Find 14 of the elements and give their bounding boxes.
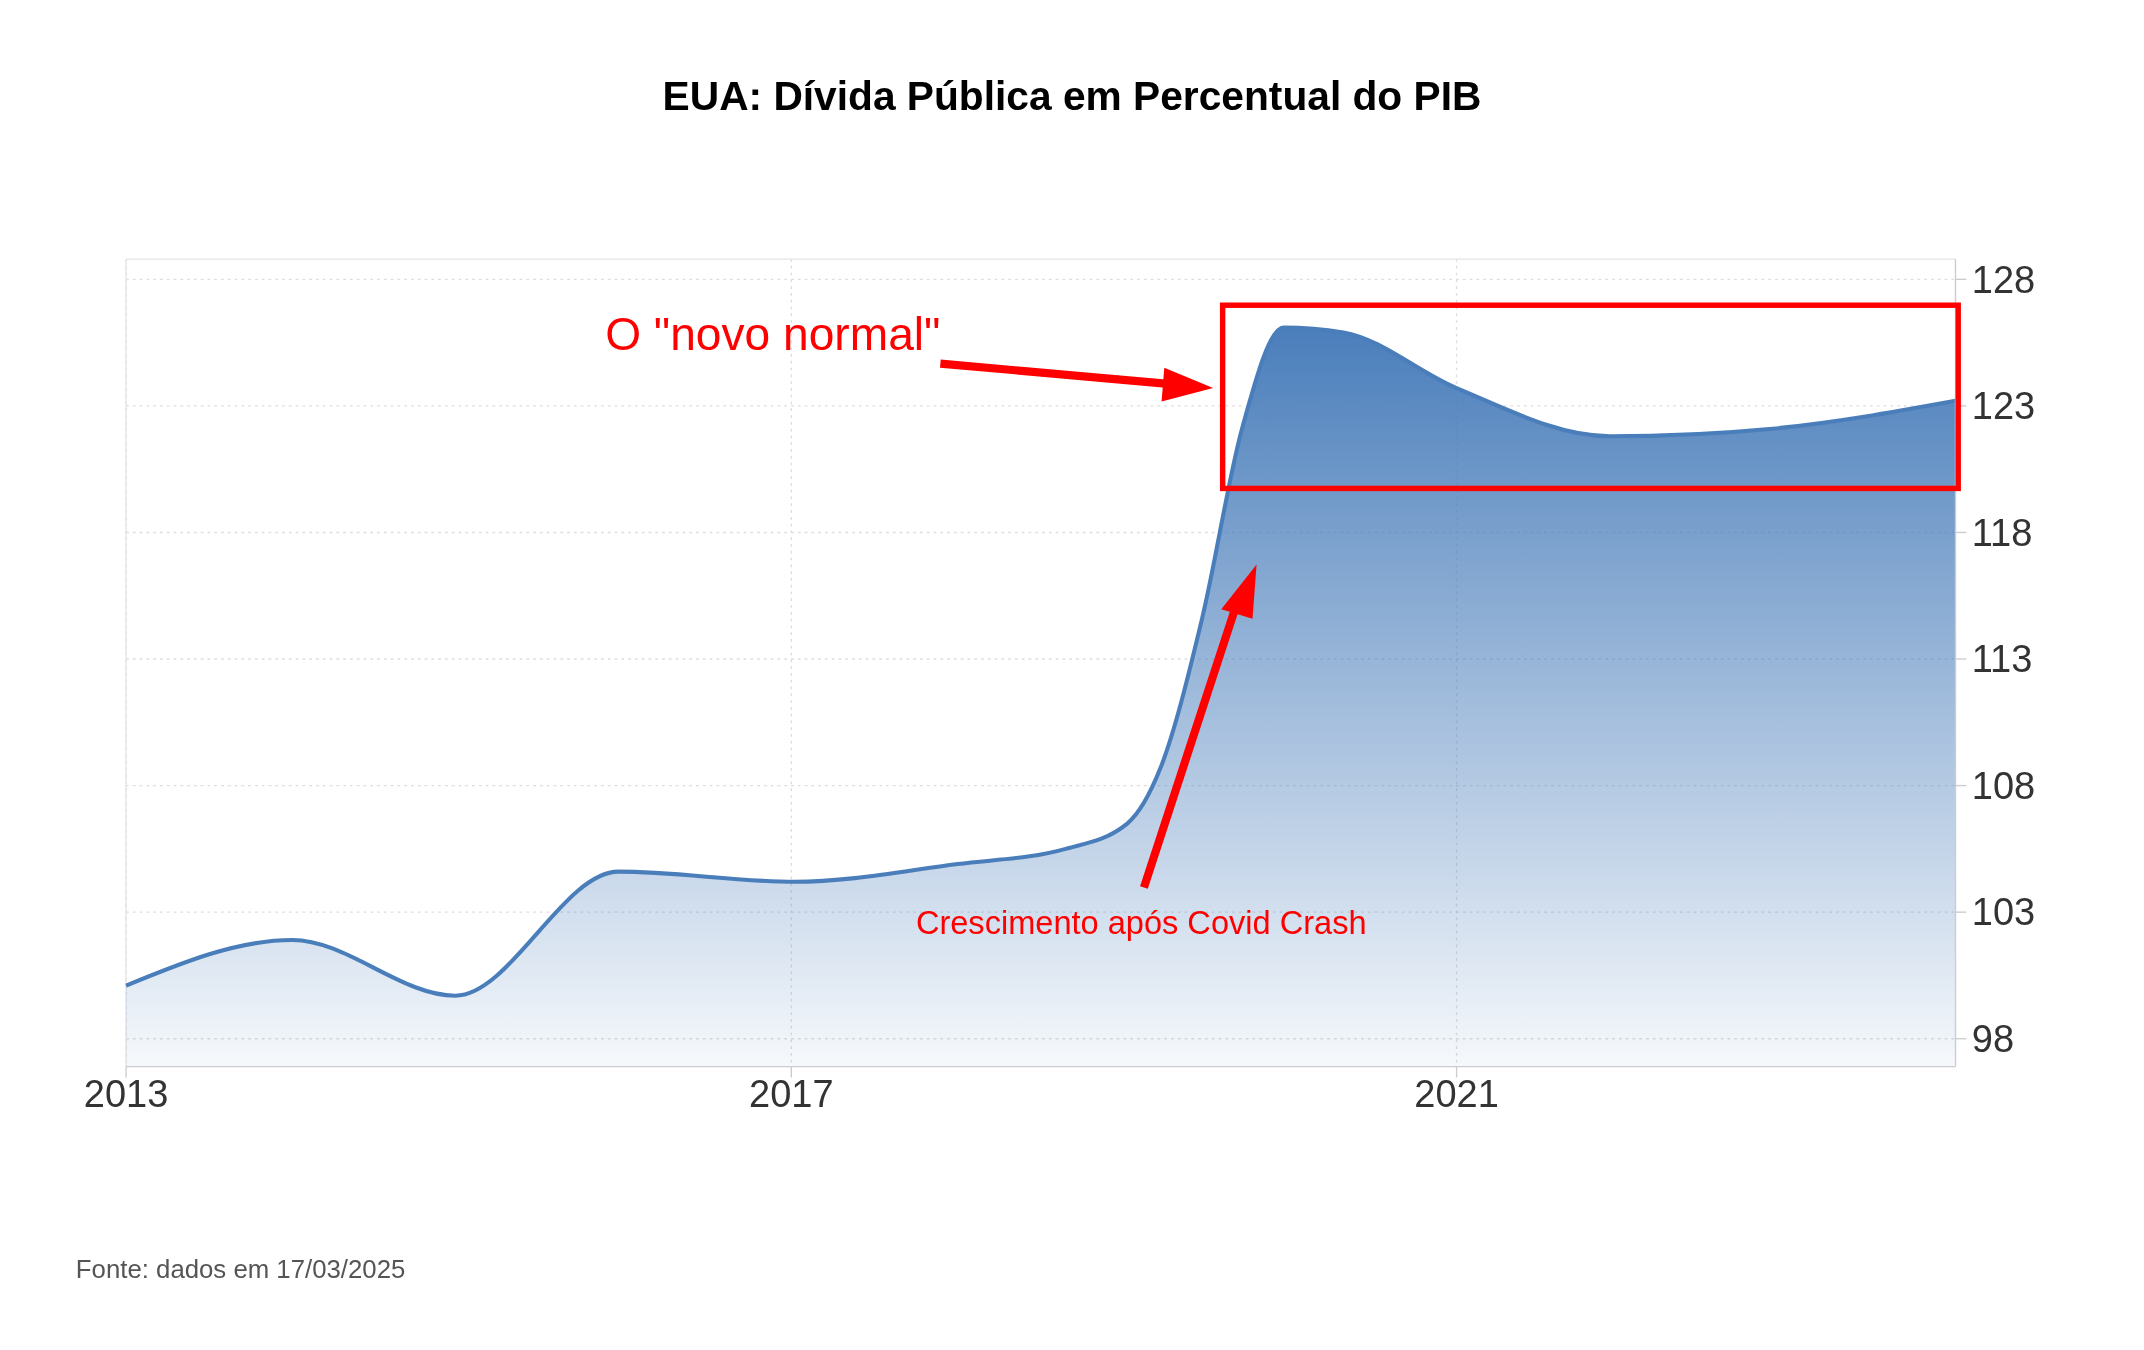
x-tick-label: 2021: [1414, 1073, 1499, 1116]
y-tick-label: 113: [1971, 638, 2033, 681]
y-tick-label: 98: [1971, 1018, 2015, 1061]
annotation: Crescimento após Covid Crash: [915, 904, 1367, 941]
chart-title: EUA: Dívida Pública em Percentual do PIB: [662, 72, 1482, 119]
y-tick-label: 108: [1971, 764, 2036, 807]
source-note: Fonte: dados em 17/03/2025: [75, 1255, 406, 1284]
x-tick-label: 2013: [83, 1073, 169, 1116]
y-tick-label: 103: [1971, 891, 2036, 934]
y-tick-label: 128: [1971, 258, 2036, 301]
y-tick-label: 118: [1971, 511, 2033, 554]
y-tick-label: 123: [1971, 385, 2036, 428]
x-tick-label: 2017: [749, 1073, 834, 1116]
annotation: O "novo normal": [605, 308, 941, 360]
